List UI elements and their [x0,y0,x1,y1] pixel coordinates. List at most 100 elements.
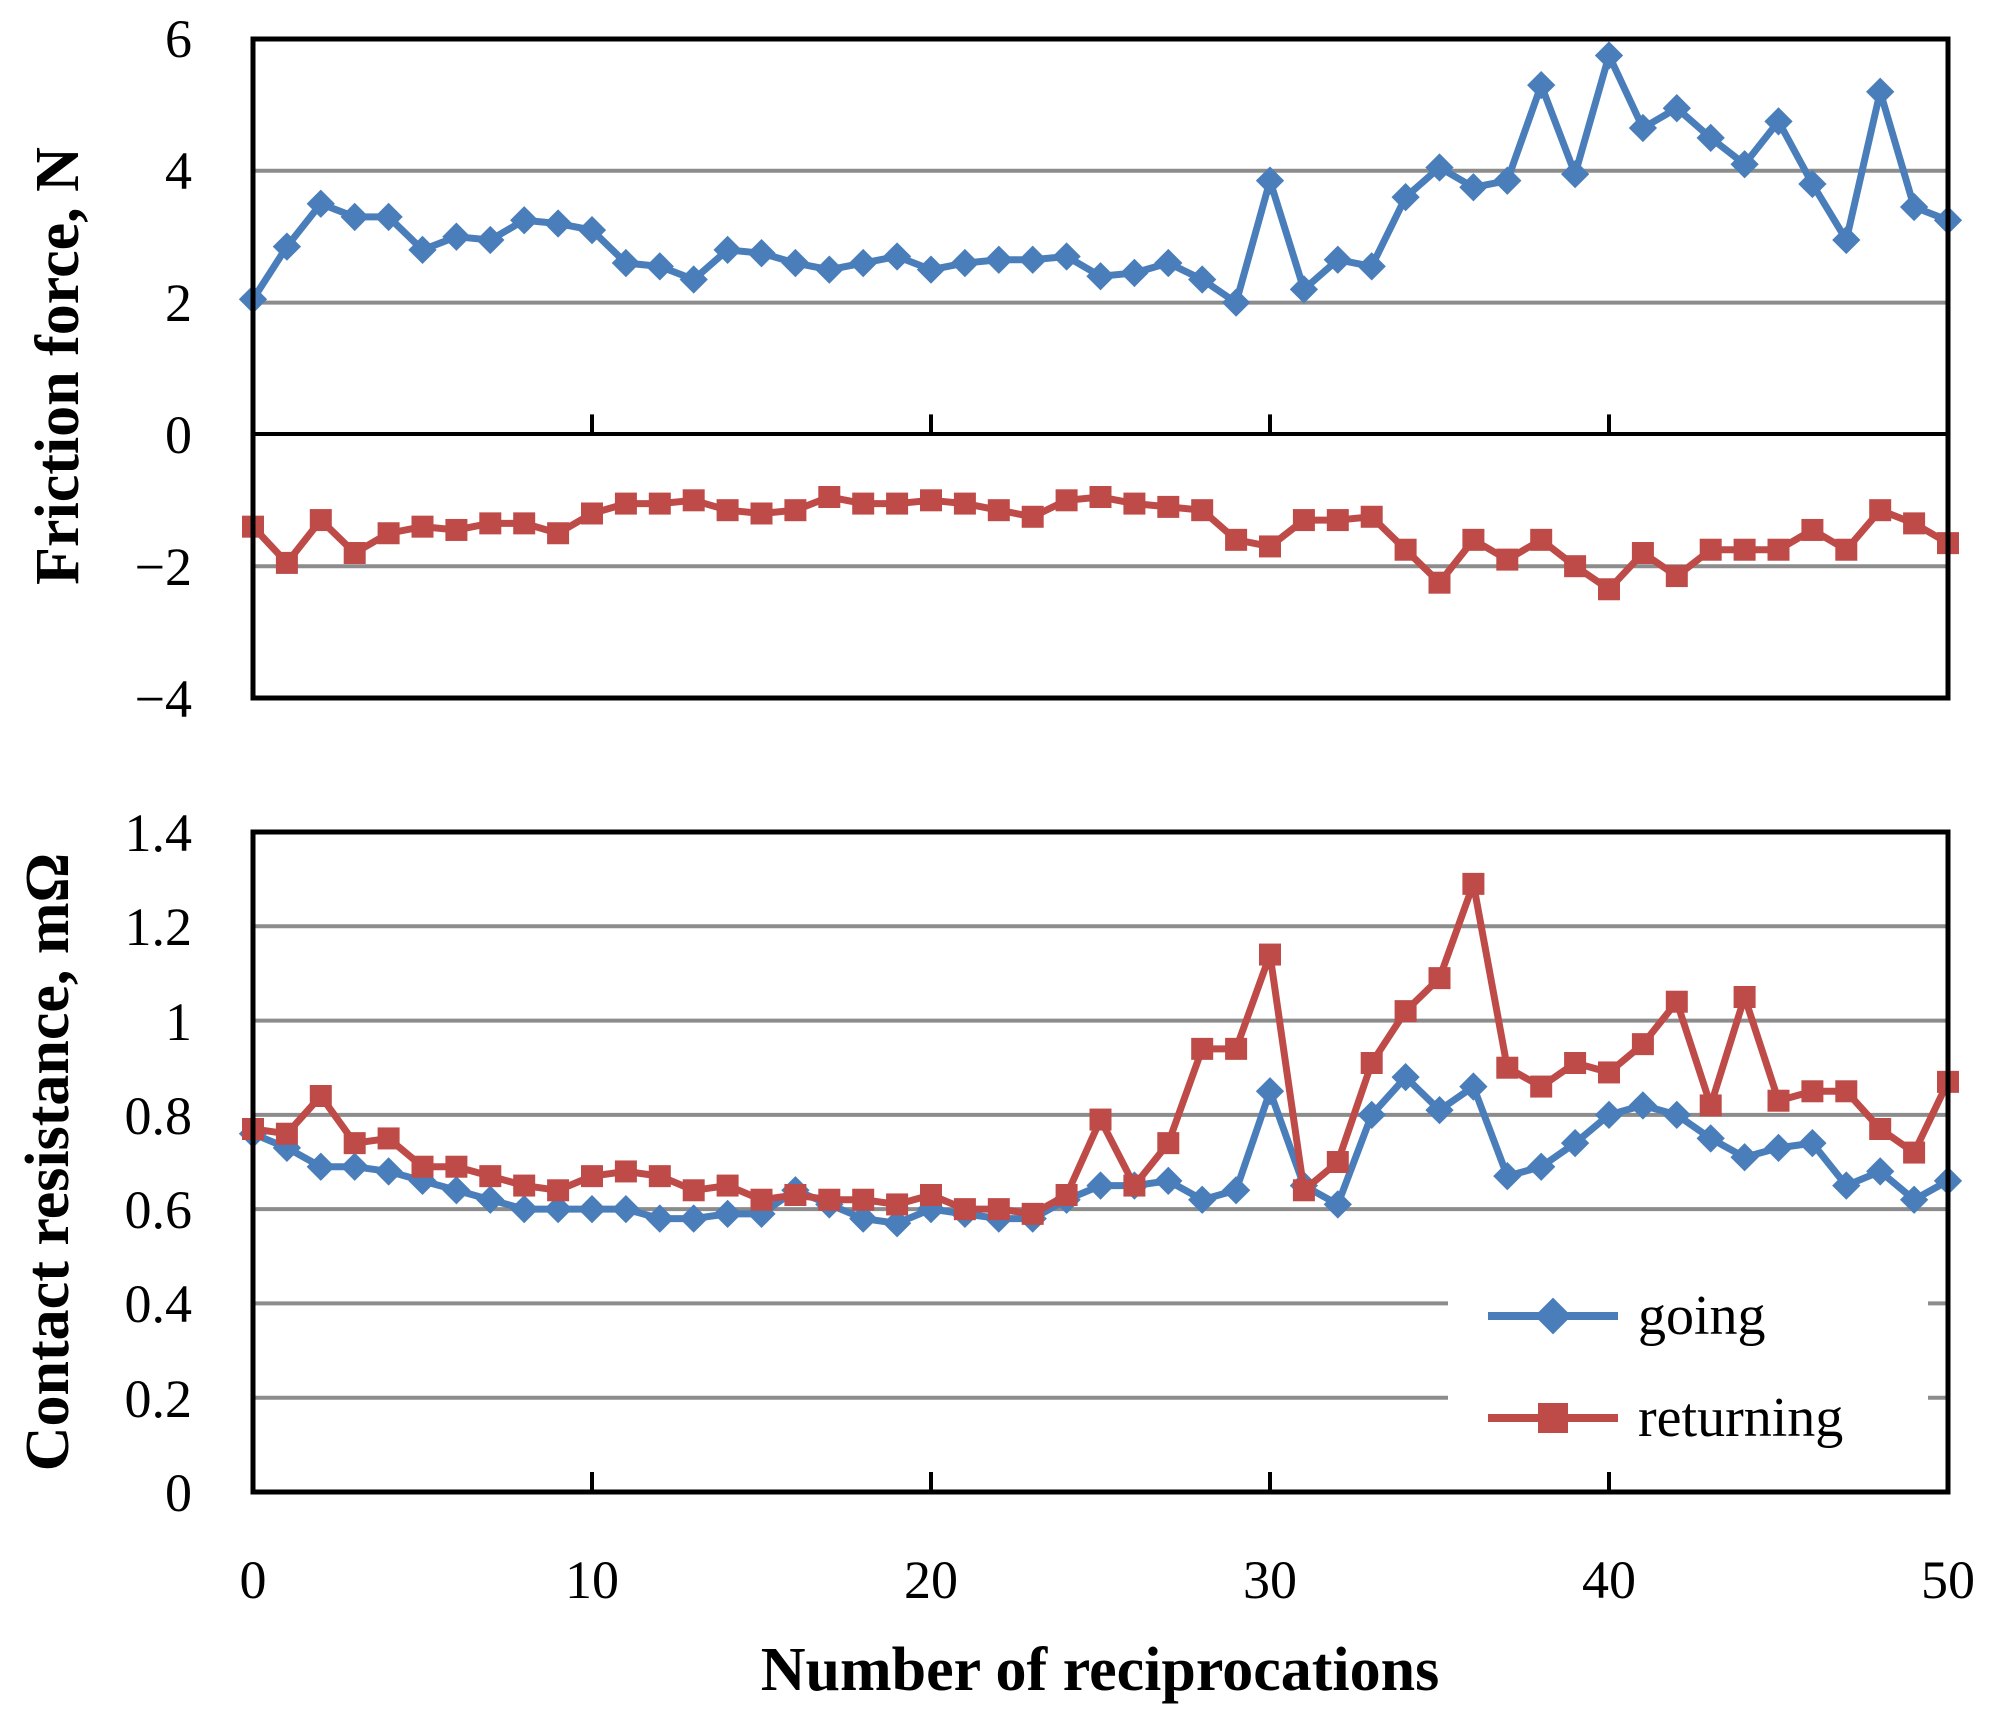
friction-y-tick-label: 2 [165,273,192,333]
resistance-returning-point [1021,1202,1044,1225]
resistance-going-point [1899,1185,1929,1214]
resistance-going-point [1086,1171,1115,1200]
resistance-going-point [1221,1176,1251,1205]
x-axis-title: Number of reciprocations [761,1636,1440,1704]
legend-going-marker [1534,1297,1572,1335]
friction-returning-point [411,515,434,538]
friction-returning-point [1767,538,1790,561]
friction-returning-point [1631,542,1654,565]
resistance-returning-line [252,880,1952,1218]
friction-going-point [442,222,471,251]
resistance-going-point [1594,1100,1624,1129]
friction-returning-point [275,551,298,574]
friction-panel: 6 4 2 0 −2 −4 Friction force, N [24,9,1963,729]
friction-going-point [1527,70,1556,100]
resistance-returning-point [886,1193,909,1216]
friction-x-ticks [590,414,1611,435]
friction-going-point [747,239,776,268]
resistance-returning-point [1055,1184,1078,1206]
friction-y-tick-label: −2 [135,537,192,597]
friction-going-point [577,215,607,245]
friction-returning-point [1191,499,1214,522]
friction-going-point [1086,262,1115,291]
resistance-returning-point [445,1155,468,1178]
friction-returning-point [1496,548,1519,571]
friction-plot-frame [250,36,1951,701]
resistance-returning-point [1869,1118,1892,1140]
x-tick-label: 0 [240,1550,267,1610]
resistance-going-point [374,1157,403,1186]
friction-going-point [1018,245,1047,274]
resistance-going-point [1493,1162,1522,1191]
friction-going-point [1832,225,1861,255]
resistance-returning-point [1598,1061,1620,1084]
resistance-going-point [1696,1124,1725,1153]
resistance-going-point [1357,1100,1386,1129]
friction-going-point [1493,166,1522,195]
resistance-returning-point [1699,1094,1722,1117]
friction-going-point [984,245,1013,274]
friction-returning-point [648,492,671,515]
resistance-returning-point [1767,1089,1790,1112]
friction-going-point [1764,107,1793,136]
friction-going-point [1866,77,1895,106]
resistance-going-point [1832,1171,1861,1200]
resistance-going-point [577,1195,607,1224]
resistance-y-tick-label: 0 [165,1463,192,1523]
friction-returning-point [1225,528,1248,551]
friction-returning-point [1326,509,1349,532]
friction-returning-point [1869,499,1892,522]
friction-going-point [1391,183,1420,212]
resistance-going-point [1764,1133,1793,1162]
resistance-returning-point [987,1198,1010,1221]
resistance-returning-point [1631,1033,1654,1056]
resistance-returning-point [784,1184,807,1206]
friction-returning-point [852,492,875,515]
resistance-returning-point [750,1188,773,1211]
friction-returning-point [784,499,807,522]
resistance-y-tick-label: 0.8 [125,1086,193,1146]
friction-going-point [1594,41,1624,70]
x-tick-label: 40 [1582,1550,1636,1610]
resistance-returning-point [818,1188,841,1211]
resistance-x-tick-labels: 0 10 20 30 40 50 [240,1550,1976,1610]
friction-going-point [1899,192,1929,222]
resistance-returning-point [682,1179,705,1202]
resistance-going-point [1628,1091,1658,1120]
resistance-returning-point [411,1155,434,1178]
friction-returning-point [1699,538,1722,561]
resistance-going-point [476,1185,505,1214]
friction-going-point [476,225,505,255]
friction-going-point [1798,169,1827,199]
friction-series [238,41,1963,601]
resistance-going-point [1154,1166,1183,1195]
x-tick-label: 30 [1243,1550,1297,1610]
friction-going-point [543,209,573,238]
resistance-returning-point [648,1165,671,1188]
friction-y-axis-title: Friction force, N [24,147,92,585]
resistance-returning-point [1360,1052,1383,1074]
friction-going-point [815,255,844,284]
friction-returning-point [1665,565,1688,588]
friction-returning-point [1292,509,1315,532]
friction-going-point [645,252,674,281]
resistance-returning-point [1157,1132,1180,1155]
resistance-going-point [1662,1100,1691,1129]
resistance-returning-point [716,1174,739,1197]
friction-returning-point [987,499,1010,522]
resistance-returning-point [953,1198,976,1221]
legend-returning-marker [1538,1403,1568,1433]
legend: going returning [1488,1285,1843,1449]
resistance-returning-point [1428,967,1451,990]
resistance-returning-point [920,1184,942,1206]
resistance-y-tick-label: 0.2 [125,1369,193,1429]
friction-going-point [510,206,539,235]
friction-returning-point [920,489,942,512]
resistance-panel: 1.4 1.2 1 0.8 0.6 0.4 0.2 0 0 10 20 30 4… [14,803,1975,1704]
friction-y-tick-label: 0 [165,405,192,465]
resistance-returning-point [614,1160,637,1183]
friction-returning-point [614,492,637,515]
friction-going-point [1662,94,1691,123]
friction-going-point [1628,113,1658,143]
